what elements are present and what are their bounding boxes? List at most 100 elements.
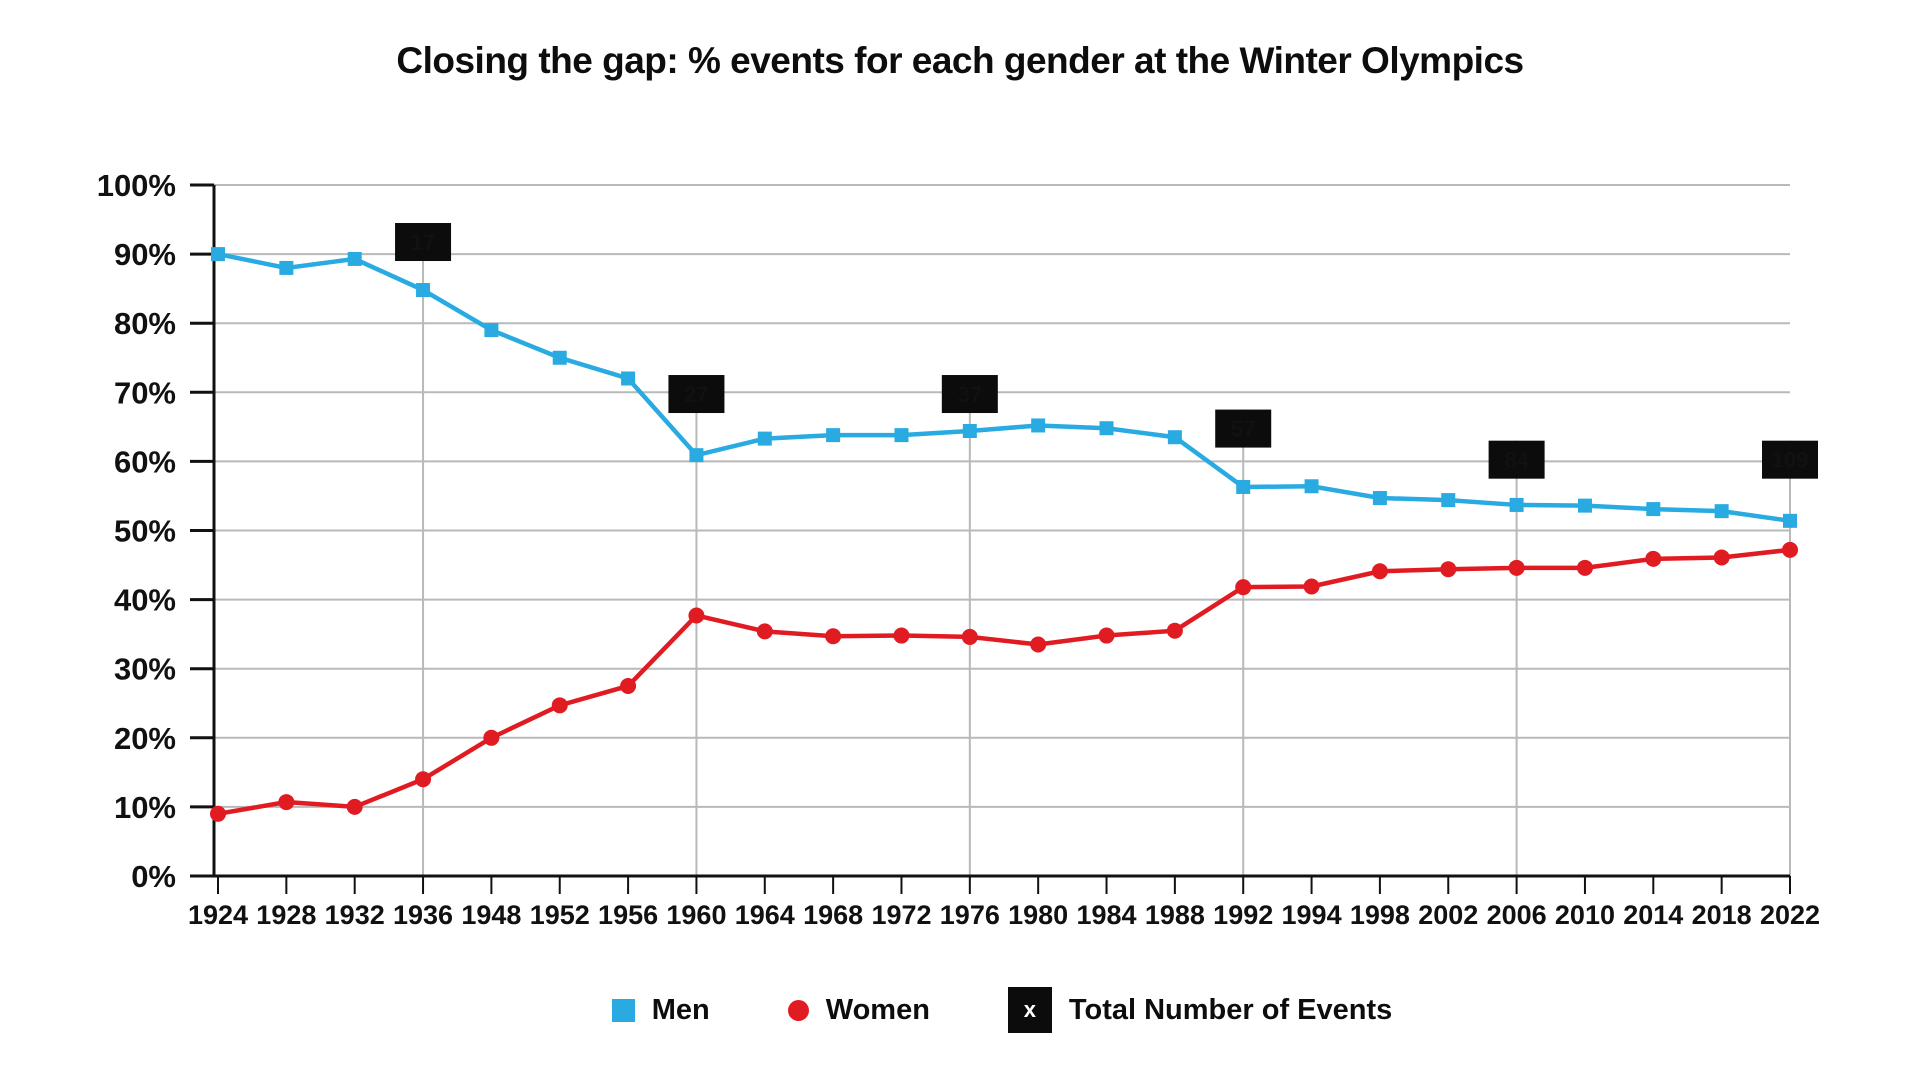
women-marker [1030, 636, 1047, 653]
women-marker [483, 729, 500, 746]
men-marker [1714, 504, 1729, 519]
women-marker [415, 771, 432, 788]
x-tick-label: 1956 [598, 900, 658, 930]
men-marker [1441, 493, 1456, 508]
y-tick-label: 0% [131, 859, 176, 894]
y-tick-label: 40% [114, 583, 176, 618]
annotation-label: 109 [1772, 448, 1809, 473]
women-marker [1440, 561, 1457, 578]
x-tick-label: 1932 [325, 900, 385, 930]
annotation-label: 57 [1231, 417, 1255, 442]
men-marker [757, 431, 772, 446]
annotation-box [1488, 440, 1545, 479]
x-tick-label: 2006 [1487, 900, 1547, 930]
legend-item-total-events: x Total Number of Events [1007, 987, 1393, 1033]
annotation-label: 17 [411, 230, 435, 255]
x-tick-label: 1952 [530, 900, 590, 930]
x-tick-label: 2022 [1760, 900, 1820, 930]
y-tick-label: 30% [114, 652, 176, 687]
men-marker [484, 323, 499, 338]
men-marker [621, 371, 636, 386]
women-marker [1166, 622, 1183, 639]
legend-total-label: Total Number of Events [1068, 993, 1393, 1026]
x-tick-label: 1988 [1145, 900, 1205, 930]
men-marker [689, 448, 704, 463]
women-series-swatch-icon [787, 999, 809, 1021]
legend-men-label: Men [651, 993, 710, 1026]
women-line [217, 547, 1791, 817]
women-marker [825, 628, 842, 645]
men-marker [416, 283, 431, 298]
legend-item-men: Men [611, 993, 710, 1027]
x-tick-label: 1924 [188, 900, 248, 930]
men-marker [211, 247, 225, 262]
men-line [217, 251, 1791, 524]
annotation-label: 84 [1504, 448, 1529, 473]
x-tick-label: 1992 [1213, 900, 1273, 930]
women-marker [210, 805, 226, 822]
y-tick-label: 100% [97, 168, 176, 203]
x-tick-label: 1968 [803, 900, 863, 930]
legend-item-women: Women [787, 993, 930, 1027]
women-marker [893, 627, 910, 644]
women-marker [1235, 579, 1252, 596]
men-marker [552, 350, 567, 365]
x-tick-label: 1936 [393, 900, 453, 930]
men-marker [1031, 418, 1046, 433]
women-marker [1303, 578, 1320, 595]
men-marker [1372, 491, 1387, 506]
men-marker [1783, 513, 1797, 528]
x-tick-label: 2002 [1418, 900, 1478, 930]
men-marker [1646, 502, 1661, 517]
x-tick-label: 1994 [1282, 900, 1342, 930]
women-marker [756, 623, 773, 640]
annotation-box [1762, 440, 1818, 479]
men-marker [1167, 430, 1182, 445]
legend: Men Women x Total Number of Events [214, 984, 1790, 1036]
women-marker [1508, 559, 1525, 576]
men-marker [1304, 479, 1319, 494]
chart-title: Closing the gap: % events for each gende… [396, 40, 1524, 81]
x-tick-label: 2010 [1555, 900, 1615, 930]
x-tick-label: 1980 [1008, 900, 1068, 930]
women-marker [1098, 627, 1115, 644]
x-tick-label: 1948 [461, 900, 521, 930]
men-series-swatch-icon [611, 998, 635, 1022]
annotation-box [1215, 409, 1272, 448]
legend-women-label: Women [825, 993, 930, 1026]
y-tick-label: 10% [114, 790, 176, 825]
women-marker [1782, 541, 1798, 558]
men-marker [1577, 498, 1592, 513]
men-marker [1509, 497, 1524, 512]
x-tick-label: 1984 [1076, 900, 1136, 930]
y-tick-label: 70% [114, 375, 176, 410]
men-marker [894, 428, 909, 443]
women-marker [1713, 549, 1730, 566]
women-marker [346, 798, 363, 815]
x-tick-label: 2014 [1623, 900, 1683, 930]
men-marker [1099, 421, 1114, 436]
x-tick-label: 2018 [1692, 900, 1752, 930]
men-marker [962, 423, 977, 438]
annotation-box [668, 375, 725, 414]
x-tick-label: 1972 [871, 900, 931, 930]
women-marker [551, 697, 568, 714]
y-tick-label: 20% [114, 721, 176, 756]
men-marker [826, 428, 841, 443]
men-marker [1236, 479, 1251, 494]
women-marker [1371, 563, 1388, 580]
women-marker [1576, 559, 1593, 576]
annotation-box [395, 223, 452, 262]
men-marker [347, 251, 362, 266]
x-tick-label: 1976 [940, 900, 1000, 930]
x-tick-label: 1960 [666, 900, 726, 930]
women-marker [278, 794, 295, 811]
y-tick-label: 50% [114, 514, 176, 549]
annotation-label: 27 [684, 382, 708, 407]
men-marker [279, 260, 294, 275]
x-tick-label: 1998 [1350, 900, 1410, 930]
y-tick-label: 90% [114, 237, 176, 272]
women-marker [1645, 550, 1662, 567]
annotation-label: 37 [958, 382, 982, 407]
